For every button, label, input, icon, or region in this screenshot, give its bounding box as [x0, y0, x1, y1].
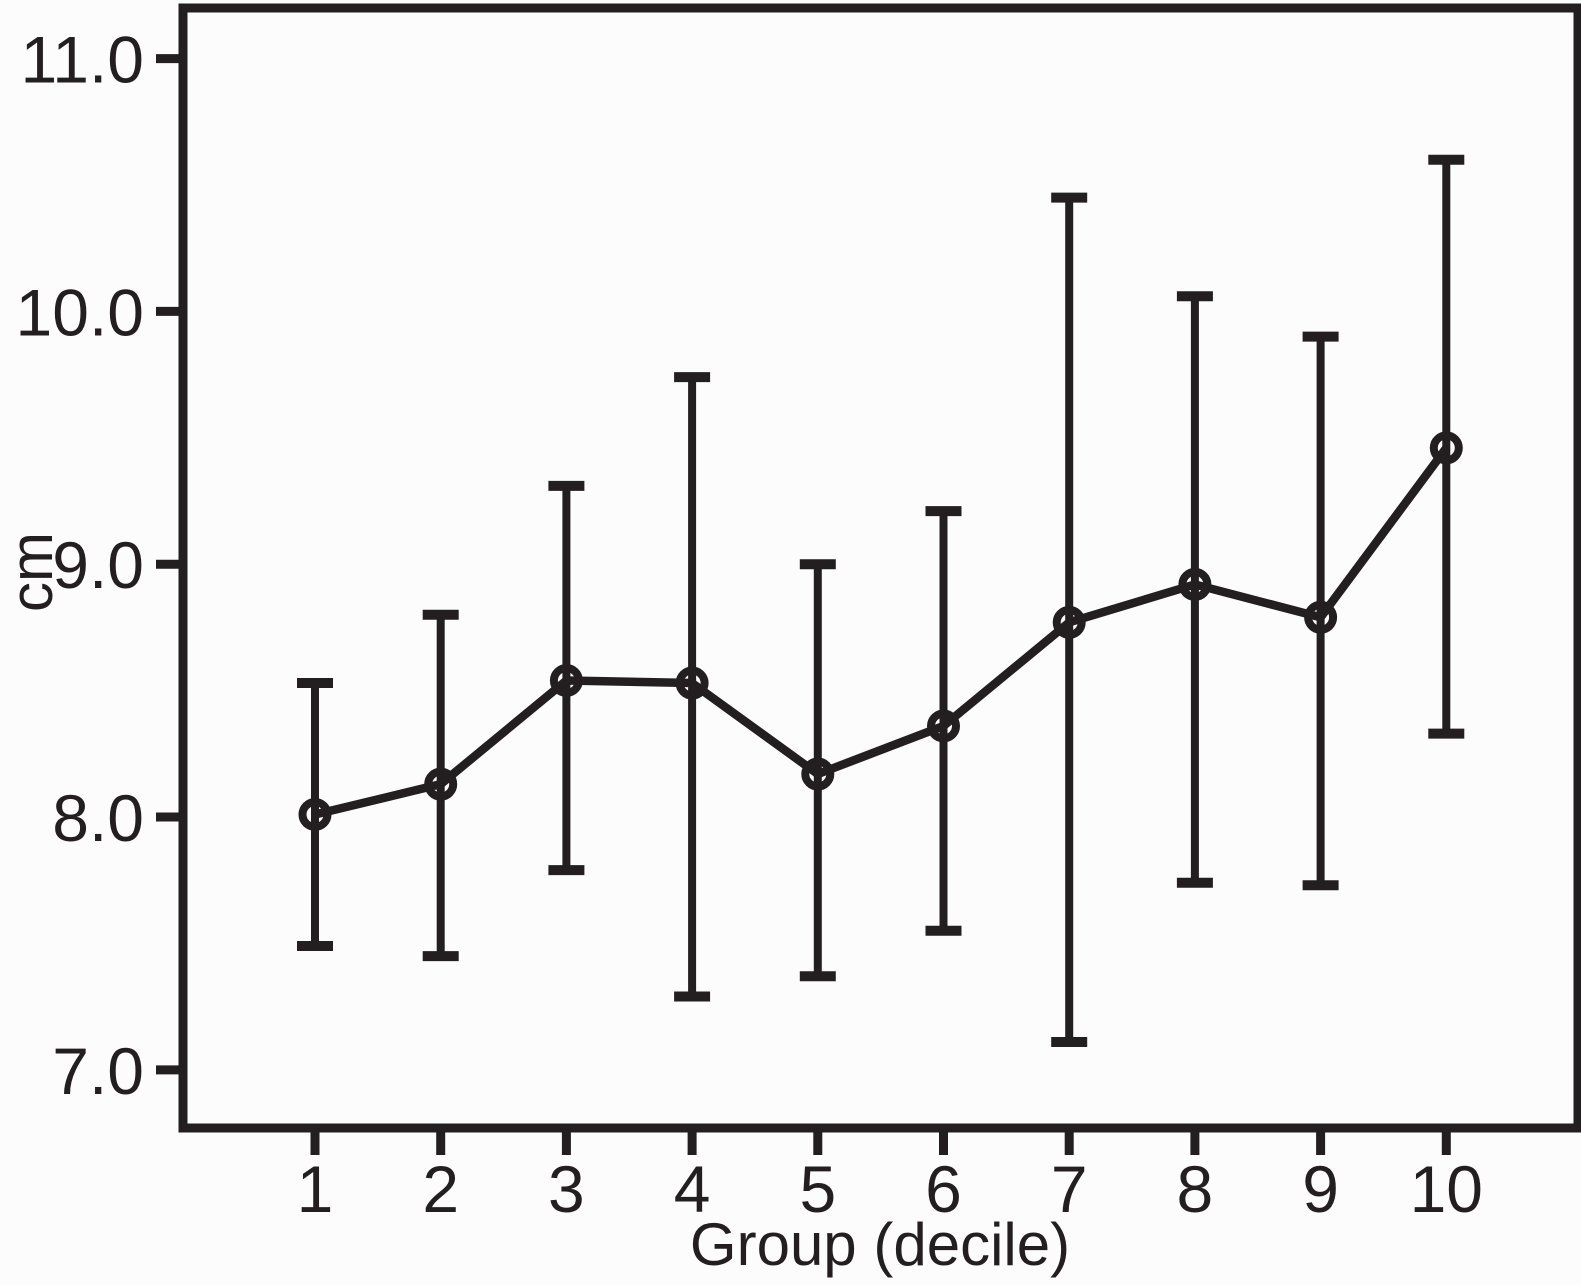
x-axis-ticks: 1 2 3 4 5 6 7 8 9 10 — [297, 1128, 1483, 1226]
x-tick-label: 7 — [1051, 1152, 1088, 1226]
x-tick-label: 4 — [674, 1152, 711, 1226]
y-tick-label: 11.0 — [20, 23, 144, 97]
data-point-marker — [424, 767, 458, 801]
y-tick-label: 7.0 — [52, 1034, 144, 1108]
y-axis-title: cm — [0, 532, 65, 612]
data-point-marker — [675, 666, 709, 700]
data-point-marker — [549, 664, 583, 698]
error-bars — [297, 154, 1465, 1048]
plot-area-border — [178, 3, 1581, 1133]
series-polyline — [314, 445, 1450, 819]
x-tick-label: 6 — [925, 1152, 962, 1226]
x-tick-label: 9 — [1302, 1152, 1339, 1226]
y-tick-label: 9.0 — [52, 528, 144, 602]
data-point-markers — [298, 431, 1463, 832]
y-tick-label: 10.0 — [16, 275, 144, 349]
x-axis-title: Group (decile) — [690, 1211, 1070, 1278]
x-tick-label: 10 — [1410, 1152, 1483, 1226]
series-line — [314, 445, 1450, 819]
data-point-marker — [1304, 600, 1338, 634]
data-point-marker — [1052, 605, 1086, 639]
data-point-marker — [1178, 567, 1212, 601]
x-tick-label: 2 — [422, 1152, 459, 1226]
data-point-marker — [927, 709, 960, 743]
data-point-marker — [298, 798, 332, 832]
x-tick-label: 8 — [1177, 1152, 1214, 1226]
y-axis-ticks: 7.0 8.0 9.0 10.0 11.0 — [16, 23, 183, 1108]
x-tick-label: 3 — [548, 1152, 585, 1226]
data-point-marker — [801, 757, 835, 791]
data-point-marker — [1429, 431, 1463, 465]
y-tick-label: 8.0 — [52, 781, 144, 855]
x-tick-label: 1 — [297, 1152, 334, 1226]
x-tick-label: 5 — [799, 1152, 836, 1226]
